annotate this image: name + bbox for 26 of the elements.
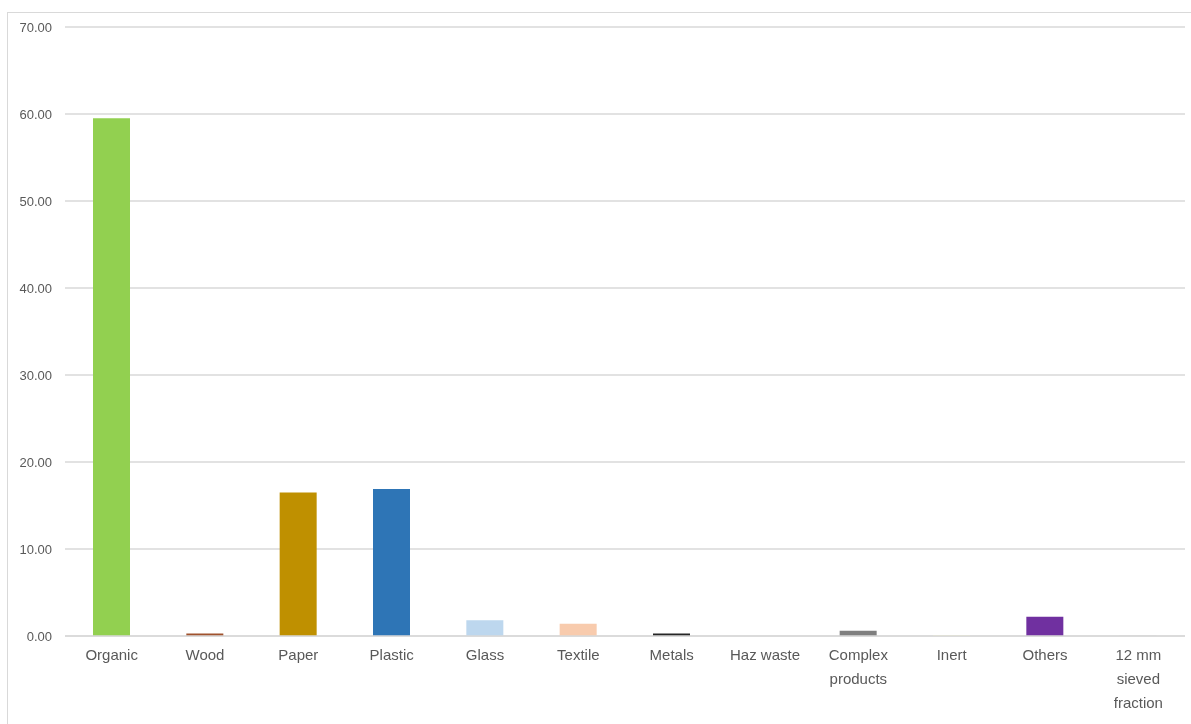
x-tick-label: Textile xyxy=(557,646,600,663)
x-tick-label: Complex products xyxy=(828,646,889,687)
x-tick-label: Haz waste xyxy=(729,646,801,663)
x-tick-label: Metals xyxy=(649,646,694,663)
bar xyxy=(373,488,410,636)
y-tick-label: 0.00 xyxy=(26,628,52,644)
x-tick-label: Paper xyxy=(278,646,319,663)
bar xyxy=(1026,616,1064,636)
x-tick-label: Plastic xyxy=(369,646,415,663)
bar xyxy=(559,623,597,636)
y-tick-label: 10.00 xyxy=(19,541,52,557)
x-tick-label: Others xyxy=(1022,646,1068,663)
x-tick-label: Inert xyxy=(936,646,968,663)
bar xyxy=(466,620,504,636)
x-tick-label: 12 mm sieved fraction xyxy=(1113,646,1163,711)
y-tick-label: 50.00 xyxy=(19,193,52,209)
y-tick-label: 40.00 xyxy=(19,280,52,296)
bar xyxy=(279,492,317,636)
y-tick-label: 30.00 xyxy=(19,367,52,383)
x-tick-label: Wood xyxy=(185,646,225,663)
y-tick-label: 60.00 xyxy=(19,106,52,122)
bar xyxy=(93,118,130,636)
x-tick-label: Organic xyxy=(85,646,139,663)
y-tick-label: 70.00 xyxy=(19,19,52,35)
y-tick-label: 20.00 xyxy=(19,454,52,470)
x-tick-label: Glass xyxy=(465,646,505,663)
